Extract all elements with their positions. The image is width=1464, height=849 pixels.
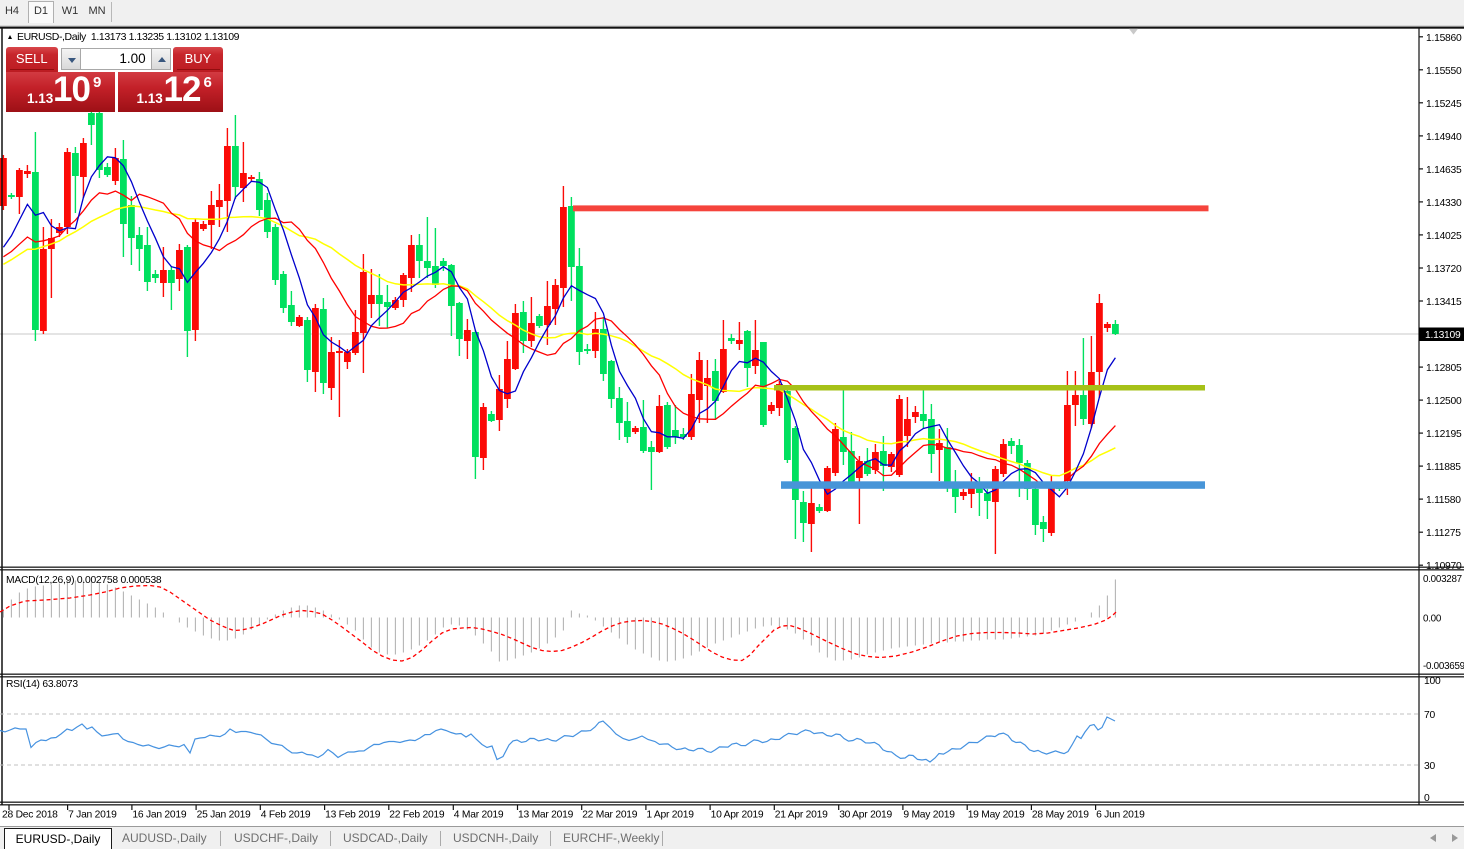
- svg-text:1.13720: 1.13720: [1426, 264, 1462, 275]
- svg-text:9 May 2019: 9 May 2019: [903, 810, 955, 821]
- svg-text:1.14330: 1.14330: [1426, 198, 1462, 209]
- svg-text:1.15245: 1.15245: [1426, 99, 1462, 110]
- svg-text:1.12500: 1.12500: [1426, 396, 1462, 407]
- svg-text:1.14940: 1.14940: [1426, 132, 1462, 143]
- svg-text:RSI(14) 63.8073: RSI(14) 63.8073: [6, 679, 78, 690]
- svg-text:13 Mar 2019: 13 Mar 2019: [518, 810, 574, 821]
- svg-text:0.00: 0.00: [1423, 614, 1442, 625]
- svg-text:1.12195: 1.12195: [1426, 429, 1462, 440]
- svg-text:0.003287: 0.003287: [1423, 574, 1462, 585]
- svg-text:1.13415: 1.13415: [1426, 297, 1462, 308]
- svg-text:4 Mar 2019: 4 Mar 2019: [454, 810, 504, 821]
- svg-text:22 Mar 2019: 22 Mar 2019: [582, 810, 638, 821]
- svg-text:6 Jun 2019: 6 Jun 2019: [1096, 810, 1145, 821]
- svg-text:13 Feb 2019: 13 Feb 2019: [325, 810, 381, 821]
- svg-text:100: 100: [1424, 676, 1441, 687]
- svg-text:1.13109: 1.13109: [1425, 330, 1461, 341]
- svg-text:25 Jan 2019: 25 Jan 2019: [197, 810, 251, 821]
- svg-text:1.11275: 1.11275: [1426, 528, 1461, 539]
- svg-text:1.14025: 1.14025: [1426, 231, 1462, 242]
- svg-text:1.12805: 1.12805: [1426, 363, 1462, 374]
- svg-text:1 Apr 2019: 1 Apr 2019: [646, 810, 694, 821]
- svg-text:0: 0: [1424, 793, 1430, 804]
- svg-text:4 Feb 2019: 4 Feb 2019: [261, 810, 311, 821]
- svg-text:1.15860: 1.15860: [1426, 33, 1462, 44]
- svg-text:70: 70: [1424, 710, 1435, 721]
- svg-text:1.15550: 1.15550: [1426, 66, 1462, 77]
- svg-text:1.10970: 1.10970: [1426, 561, 1462, 572]
- svg-text:28 May 2019: 28 May 2019: [1032, 810, 1089, 821]
- svg-text:10 Apr 2019: 10 Apr 2019: [711, 810, 764, 821]
- svg-text:1.11580: 1.11580: [1426, 495, 1461, 506]
- svg-text:-0.003659: -0.003659: [1423, 661, 1464, 672]
- svg-text:7 Jan 2019: 7 Jan 2019: [68, 810, 117, 821]
- svg-text:30 Apr 2019: 30 Apr 2019: [839, 810, 892, 821]
- svg-text:30: 30: [1424, 761, 1435, 772]
- svg-text:22 Feb 2019: 22 Feb 2019: [389, 810, 445, 821]
- svg-text:MACD(12,26,9) 0.002758 0.00053: MACD(12,26,9) 0.002758 0.000538: [6, 575, 162, 586]
- svg-text:21 Apr 2019: 21 Apr 2019: [775, 810, 828, 821]
- svg-text:1.14635: 1.14635: [1426, 165, 1462, 176]
- svg-text:16 Jan 2019: 16 Jan 2019: [132, 810, 186, 821]
- svg-text:1.11885: 1.11885: [1426, 462, 1461, 473]
- svg-text:28 Dec 2018: 28 Dec 2018: [2, 810, 58, 821]
- svg-text:19 May 2019: 19 May 2019: [968, 810, 1025, 821]
